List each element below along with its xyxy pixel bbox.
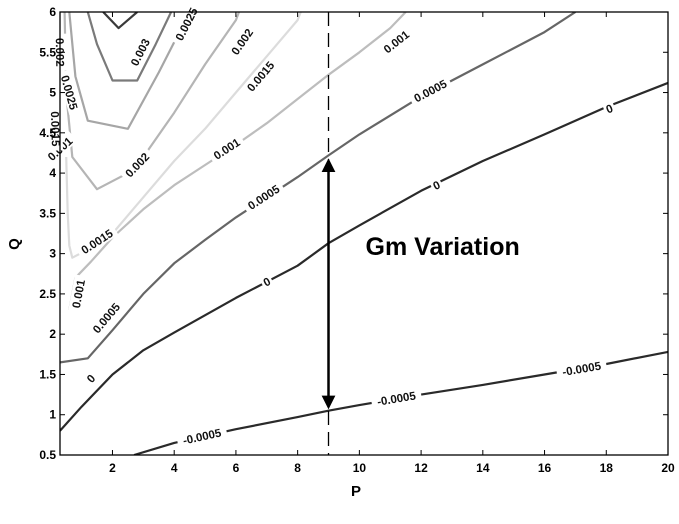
contour-label-bg (68, 274, 88, 314)
x-tick-label: 16 (538, 461, 552, 475)
contour-label-text: -0.0005 (562, 361, 603, 379)
contour-label-bg (175, 424, 228, 448)
x-tick-label: 18 (600, 461, 614, 475)
x-tick-label: 12 (414, 461, 428, 475)
contour-label-bg (258, 273, 275, 290)
contour-line (65, 12, 302, 259)
contour-label-bg (225, 22, 258, 61)
contour-label-bg (370, 387, 423, 409)
contour-label-bg (241, 179, 286, 215)
contour-label-text: 0.002 (53, 38, 66, 67)
contour-label-text: 0 (262, 276, 273, 290)
contour-label: -0.0005 (370, 387, 423, 409)
y-tick-label: 3 (49, 247, 56, 261)
y-tick-label: 0.5 (39, 448, 56, 462)
plot-frame (59, 11, 669, 456)
x-tick-label: 20 (661, 461, 675, 475)
contour-label-bg (407, 74, 453, 107)
y-tick-label: 2.5 (39, 287, 56, 301)
y-axis-label: Q (6, 238, 23, 250)
contour-label-bg (377, 24, 415, 58)
contour-label: 0.0025 (170, 1, 202, 47)
contour-label: 0.001 (207, 132, 246, 165)
contour-label-text: 0 (431, 179, 442, 193)
contour-label-text: 0.0005 (246, 183, 283, 213)
y-tick-label: 4.5 (39, 126, 56, 140)
contour-label-bg (125, 32, 154, 72)
contour-label: -0.0005 (555, 357, 608, 379)
contour-line (86, 12, 173, 82)
contour-label-bg (82, 369, 99, 387)
contour-label: 0 (82, 369, 99, 387)
contour-label: 0 (601, 100, 617, 117)
y-tick-label: 2 (49, 327, 56, 341)
x-tick-label: 14 (476, 461, 490, 475)
x-tick-label: 8 (294, 461, 301, 475)
contour-line (68, 12, 191, 130)
contour-line (60, 81, 668, 432)
contour-label-bg (170, 1, 202, 47)
contour-label-bg (428, 176, 444, 193)
contour-label: 0.0015 (241, 55, 280, 97)
x-axis-label: P (351, 483, 361, 500)
contour-label-bg (57, 69, 82, 116)
contour-label-text: 0.0005 (412, 78, 449, 105)
contour-label-text: 0.0015 (48, 111, 61, 147)
contour-label: 0.0005 (86, 296, 125, 339)
contour-label: 0 (428, 176, 444, 193)
contour-label-text: -0.0005 (182, 427, 223, 447)
y-axis: 0.5 1 1.5 2 2.5 3 3.5 4 4.5 5 5.5 6 (39, 5, 668, 462)
y-tick-label: 4 (49, 166, 56, 180)
contour-label-text: 0 (605, 103, 615, 117)
x-tick-label: 10 (353, 461, 367, 475)
y-tick-label: 1.5 (39, 367, 56, 381)
contour-label-text: 0.0025 (174, 6, 201, 43)
contour-label-bg (601, 100, 617, 117)
contour-label-bg (241, 55, 280, 97)
contour-label: 0.0005 (407, 74, 453, 107)
contour-line (102, 12, 138, 30)
y-tick-label: 5 (49, 86, 56, 100)
contour-label: 0.001 (377, 24, 415, 58)
contour-label: 0.0005 (241, 179, 286, 215)
x-tick-label: 2 (109, 461, 116, 475)
y-tick-label: 3.5 (39, 206, 56, 220)
contour-label-bg (74, 223, 119, 259)
contour-label: 0.002 (119, 146, 155, 183)
contour-label-text: -0.0005 (376, 390, 417, 408)
contour-label-bg (555, 357, 608, 379)
contour-label: -0.0005 (175, 424, 228, 448)
y-tick-label: 6 (49, 5, 56, 19)
contour-label: 0.001 (68, 274, 88, 314)
y-tick-label: 5.5 (39, 45, 56, 59)
x-axis: 2 4 6 8 10 12 14 16 18 20 (109, 12, 675, 475)
gm-variation-annotation: Gm Variation (366, 233, 520, 261)
contour-lines (60, 12, 668, 455)
contour-label-bg (207, 132, 246, 165)
y-tick-label: 1 (49, 408, 56, 422)
x-tick-label: 4 (171, 461, 178, 475)
contour-label-bg (119, 146, 155, 183)
contour-label-text: 0.001 (71, 278, 88, 309)
contour-label-bg (86, 296, 125, 339)
contour-label: 0 (258, 273, 275, 290)
x-tick-label: 6 (233, 461, 240, 475)
